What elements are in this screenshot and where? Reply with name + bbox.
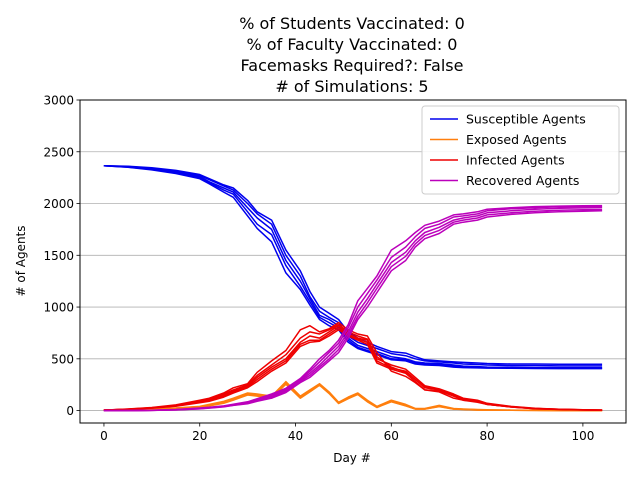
x-tick-label: 40 bbox=[288, 429, 303, 443]
chart-title-line-2: % of Faculty Vaccinated: 0 bbox=[247, 35, 458, 54]
legend-label: Recovered Agents bbox=[466, 173, 579, 188]
y-axis-label: # of Agents bbox=[14, 225, 28, 296]
legend-label: Susceptible Agents bbox=[466, 112, 586, 127]
x-tick-label: 20 bbox=[192, 429, 207, 443]
series-lines bbox=[103, 164, 603, 412]
x-axis-ticks: 0 20 40 60 80 100 bbox=[100, 423, 594, 443]
x-tick-label: 0 bbox=[100, 429, 108, 443]
y-tick-label: 1000 bbox=[43, 301, 74, 315]
y-tick-label: 2500 bbox=[43, 145, 74, 159]
legend-label: Infected Agents bbox=[466, 153, 565, 168]
x-tick-label: 100 bbox=[571, 429, 594, 443]
plot-frame bbox=[79, 99, 627, 424]
legend: Susceptible Agents Exposed Agents Infected… bbox=[421, 105, 620, 195]
y-tick-label: 2000 bbox=[43, 197, 74, 211]
y-tick-label: 500 bbox=[51, 352, 74, 366]
exposed-agents-line-run-5 bbox=[103, 383, 603, 412]
recovered-agents-line-run-5 bbox=[103, 210, 603, 412]
y-axis-ticks: 0 500 1000 1500 2000 2500 3000 bbox=[43, 94, 80, 418]
chart-title-line-1: % of Students Vaccinated: 0 bbox=[239, 14, 465, 33]
x-axis-label: Day # bbox=[333, 451, 371, 465]
y-tick-label: 0 bbox=[66, 404, 74, 418]
y-tick-label: 3000 bbox=[43, 94, 74, 108]
legend-box bbox=[421, 105, 620, 195]
chart-title-line-3: Facemasks Required?: False bbox=[241, 56, 464, 75]
x-tick-label: 80 bbox=[479, 429, 494, 443]
y-tick-label: 1500 bbox=[43, 249, 74, 263]
chart-title-line-4: # of Simulations: 5 bbox=[275, 77, 428, 96]
susceptible-agents-line-run-5 bbox=[103, 164, 603, 370]
x-tick-label: 60 bbox=[384, 429, 399, 443]
legend-label: Exposed Agents bbox=[466, 132, 567, 147]
